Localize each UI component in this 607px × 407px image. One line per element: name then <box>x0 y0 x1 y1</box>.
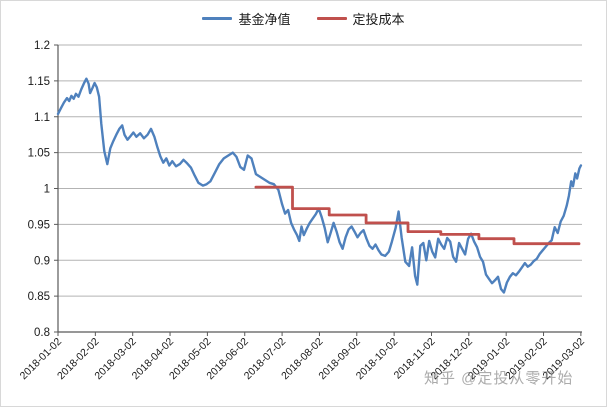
y-axis-label: 1.05 <box>28 148 50 160</box>
y-axis-label: 1 <box>44 184 50 196</box>
legend-item-dca-cost: 定投成本 <box>316 9 405 28</box>
fund-nav-line <box>56 77 583 294</box>
fund-nav-line-swatch-icon <box>202 17 233 20</box>
legend-item-fund-nav: 基金净值 <box>202 9 291 28</box>
y-axis-label: 0.9 <box>34 255 50 267</box>
y-axis-label: 0.95 <box>28 219 50 231</box>
watermark: 知乎 @定投从零开始 <box>424 370 574 387</box>
y-axis-label: 1.1 <box>34 112 50 124</box>
y-axis-label: 0.8 <box>34 327 50 339</box>
dca-cost-line <box>254 185 581 246</box>
y-axis-label: 1.2 <box>34 40 50 52</box>
y-axis-label: 1.15 <box>28 76 50 88</box>
legend-label-dca-cost: 定投成本 <box>352 12 405 27</box>
legend-label-fund-nav: 基金净值 <box>238 12 291 27</box>
dca-cost-line-swatch-icon <box>316 17 347 20</box>
legend: 基金净值 定投成本 <box>1 9 606 28</box>
y-axis-label: 0.85 <box>28 291 50 303</box>
